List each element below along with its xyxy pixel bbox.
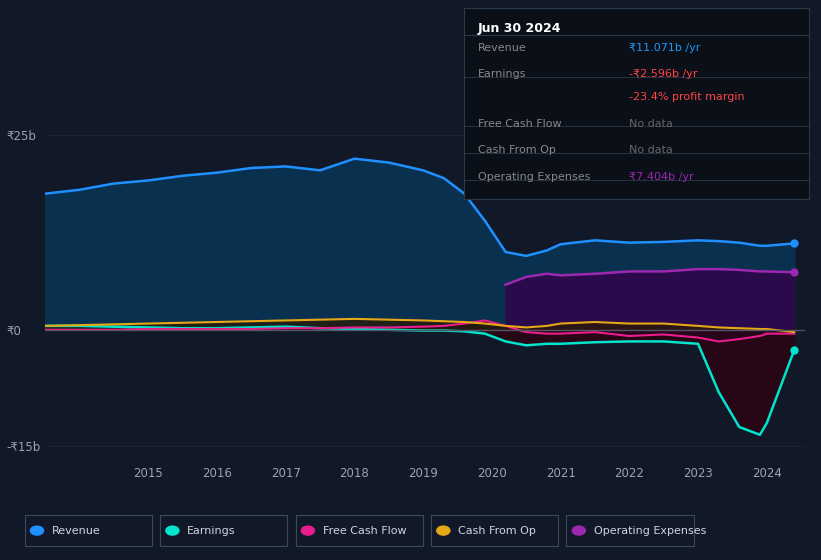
Text: -23.4% profit margin: -23.4% profit margin xyxy=(630,92,745,102)
Text: Earnings: Earnings xyxy=(478,69,526,80)
Text: Revenue: Revenue xyxy=(478,43,526,53)
Text: ₹7.404b /yr: ₹7.404b /yr xyxy=(630,172,694,182)
Text: Free Cash Flow: Free Cash Flow xyxy=(323,526,406,535)
Text: Operating Expenses: Operating Expenses xyxy=(594,526,706,535)
Text: No data: No data xyxy=(630,119,673,129)
Text: Revenue: Revenue xyxy=(52,526,100,535)
Text: Jun 30 2024: Jun 30 2024 xyxy=(478,22,562,35)
Text: Cash From Op: Cash From Op xyxy=(478,146,556,156)
Text: Free Cash Flow: Free Cash Flow xyxy=(478,119,562,129)
Text: Earnings: Earnings xyxy=(187,526,236,535)
Text: Operating Expenses: Operating Expenses xyxy=(478,172,590,182)
Text: Cash From Op: Cash From Op xyxy=(458,526,536,535)
Text: ₹11.071b /yr: ₹11.071b /yr xyxy=(630,43,701,53)
Text: No data: No data xyxy=(630,146,673,156)
Text: -₹2.596b /yr: -₹2.596b /yr xyxy=(630,69,698,80)
